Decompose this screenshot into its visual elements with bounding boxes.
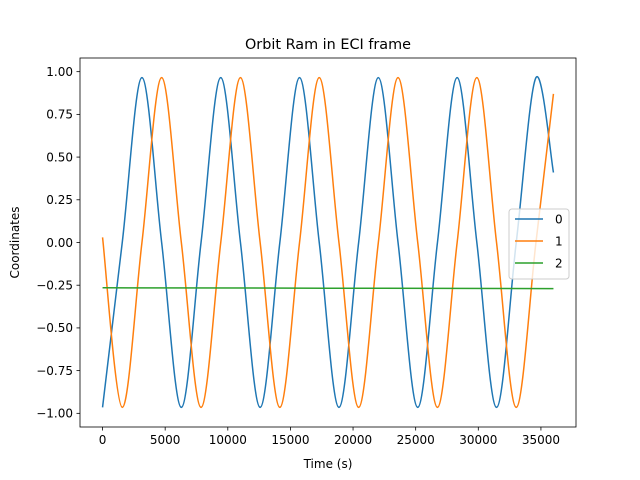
legend-label-2: 2 (555, 256, 563, 270)
x-tick-label: 30000 (459, 433, 497, 447)
y-tick-label: 0.00 (46, 236, 73, 250)
series-line-0 (101, 76, 555, 409)
x-tick-label: 0 (99, 433, 107, 447)
x-tick-label: 5000 (150, 433, 181, 447)
y-tick-label: −0.25 (36, 279, 73, 293)
legend: 0 1 2 (508, 208, 570, 280)
series-line-1 (101, 76, 555, 409)
y-tick-label: −0.75 (36, 364, 73, 378)
legend-label-1: 1 (555, 234, 563, 248)
y-tick-label: 0.25 (46, 193, 73, 207)
chart-title: Orbit Ram in ECI frame (245, 37, 411, 53)
plot-area (80, 58, 576, 427)
x-tick-label: 15000 (271, 433, 309, 447)
y-tick-label: −1.00 (36, 407, 73, 421)
y-tick-label: 0.75 (46, 108, 73, 122)
y-tick-label: 1.00 (46, 65, 73, 79)
series-lines (101, 76, 555, 409)
x-axis-label: Time (s) (303, 457, 353, 471)
series-line-2 (102, 287, 554, 290)
legend-label-0: 0 (555, 212, 563, 226)
x-tick-label: 35000 (522, 433, 560, 447)
y-axis: −1.00 −0.75 −0.50 −0.25 0.00 0.25 0.50 0.75 1.00 (36, 65, 80, 421)
x-tick-label: 10000 (209, 433, 247, 447)
legend-box (508, 208, 570, 280)
x-axis: 0 5000 10000 15000 20000 25000 30000 35000 (99, 427, 560, 447)
y-tick-label: 0.50 (46, 150, 73, 164)
x-tick-label: 20000 (334, 433, 372, 447)
y-axis-label: Coordinates (8, 206, 22, 278)
x-tick-label: 25000 (397, 433, 435, 447)
y-tick-label: −0.50 (36, 321, 73, 335)
